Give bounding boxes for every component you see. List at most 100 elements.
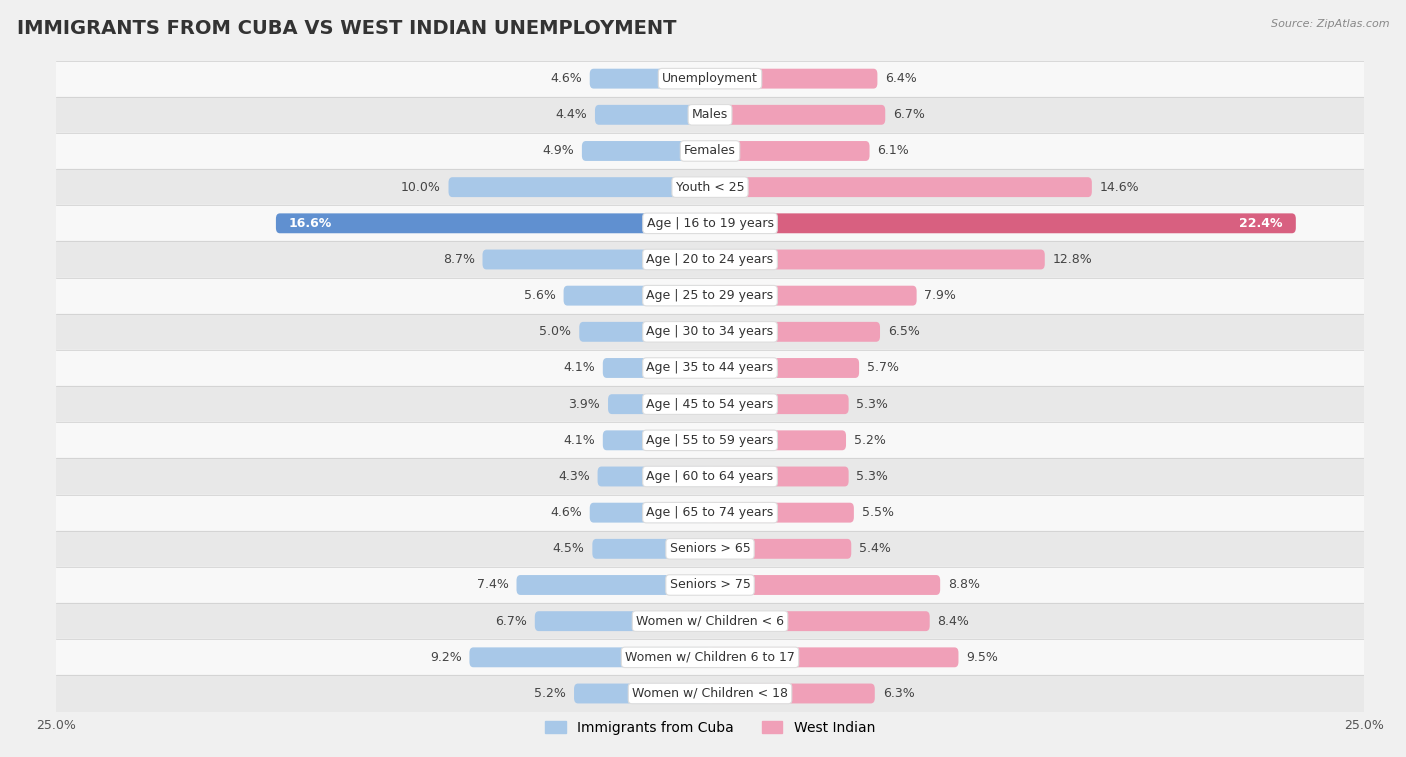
Text: 5.6%: 5.6% xyxy=(524,289,555,302)
Legend: Immigrants from Cuba, West Indian: Immigrants from Cuba, West Indian xyxy=(540,715,880,740)
FancyBboxPatch shape xyxy=(592,539,710,559)
FancyBboxPatch shape xyxy=(710,647,959,667)
FancyBboxPatch shape xyxy=(710,285,917,306)
Bar xyxy=(56,350,1364,386)
Bar xyxy=(56,278,1364,313)
Text: Females: Females xyxy=(685,145,735,157)
Bar xyxy=(56,422,1364,459)
FancyBboxPatch shape xyxy=(710,431,846,450)
FancyBboxPatch shape xyxy=(710,250,1045,269)
FancyBboxPatch shape xyxy=(710,322,880,341)
Bar xyxy=(56,639,1364,675)
Text: 4.4%: 4.4% xyxy=(555,108,588,121)
Bar xyxy=(56,97,1364,133)
Bar xyxy=(56,61,1364,97)
FancyBboxPatch shape xyxy=(603,358,710,378)
FancyBboxPatch shape xyxy=(534,611,710,631)
Text: 5.7%: 5.7% xyxy=(868,362,898,375)
Text: 12.8%: 12.8% xyxy=(1053,253,1092,266)
Text: 10.0%: 10.0% xyxy=(401,181,440,194)
FancyBboxPatch shape xyxy=(595,105,710,125)
Text: 6.7%: 6.7% xyxy=(893,108,925,121)
FancyBboxPatch shape xyxy=(710,358,859,378)
FancyBboxPatch shape xyxy=(710,575,941,595)
Text: Age | 20 to 24 years: Age | 20 to 24 years xyxy=(647,253,773,266)
Bar xyxy=(56,205,1364,241)
Bar xyxy=(56,169,1364,205)
FancyBboxPatch shape xyxy=(516,575,710,595)
Text: Age | 16 to 19 years: Age | 16 to 19 years xyxy=(647,217,773,230)
FancyBboxPatch shape xyxy=(589,503,710,522)
Text: Males: Males xyxy=(692,108,728,121)
Text: 16.6%: 16.6% xyxy=(290,217,332,230)
FancyBboxPatch shape xyxy=(449,177,710,197)
Text: Age | 65 to 74 years: Age | 65 to 74 years xyxy=(647,506,773,519)
Text: Youth < 25: Youth < 25 xyxy=(676,181,744,194)
Text: 4.1%: 4.1% xyxy=(564,362,595,375)
Bar xyxy=(56,459,1364,494)
FancyBboxPatch shape xyxy=(574,684,710,703)
Bar xyxy=(56,386,1364,422)
Text: 6.4%: 6.4% xyxy=(886,72,917,85)
FancyBboxPatch shape xyxy=(276,213,710,233)
Text: 6.1%: 6.1% xyxy=(877,145,910,157)
FancyBboxPatch shape xyxy=(710,141,869,161)
Text: Age | 55 to 59 years: Age | 55 to 59 years xyxy=(647,434,773,447)
Text: 7.9%: 7.9% xyxy=(925,289,956,302)
FancyBboxPatch shape xyxy=(589,69,710,89)
Text: 9.5%: 9.5% xyxy=(966,651,998,664)
FancyBboxPatch shape xyxy=(710,177,1092,197)
Text: 5.0%: 5.0% xyxy=(540,326,571,338)
Text: 5.4%: 5.4% xyxy=(859,542,891,556)
FancyBboxPatch shape xyxy=(710,503,853,522)
FancyBboxPatch shape xyxy=(598,466,710,487)
FancyBboxPatch shape xyxy=(710,69,877,89)
Text: 6.3%: 6.3% xyxy=(883,687,914,700)
Text: Seniors > 75: Seniors > 75 xyxy=(669,578,751,591)
Text: 4.6%: 4.6% xyxy=(550,506,582,519)
Text: Women w/ Children < 6: Women w/ Children < 6 xyxy=(636,615,785,628)
Text: IMMIGRANTS FROM CUBA VS WEST INDIAN UNEMPLOYMENT: IMMIGRANTS FROM CUBA VS WEST INDIAN UNEM… xyxy=(17,19,676,38)
Text: 6.7%: 6.7% xyxy=(495,615,527,628)
FancyBboxPatch shape xyxy=(470,647,710,667)
Text: 4.5%: 4.5% xyxy=(553,542,585,556)
Bar xyxy=(56,133,1364,169)
Text: 5.2%: 5.2% xyxy=(853,434,886,447)
Text: 5.3%: 5.3% xyxy=(856,397,889,410)
Text: Age | 35 to 44 years: Age | 35 to 44 years xyxy=(647,362,773,375)
FancyBboxPatch shape xyxy=(603,431,710,450)
FancyBboxPatch shape xyxy=(710,684,875,703)
Text: 6.5%: 6.5% xyxy=(887,326,920,338)
Text: 5.2%: 5.2% xyxy=(534,687,567,700)
FancyBboxPatch shape xyxy=(710,213,1296,233)
FancyBboxPatch shape xyxy=(607,394,710,414)
Text: 8.8%: 8.8% xyxy=(948,578,980,591)
Bar xyxy=(56,531,1364,567)
FancyBboxPatch shape xyxy=(564,285,710,306)
Text: 4.9%: 4.9% xyxy=(543,145,574,157)
Text: 22.4%: 22.4% xyxy=(1239,217,1282,230)
Text: 3.9%: 3.9% xyxy=(568,397,600,410)
Text: Women w/ Children < 18: Women w/ Children < 18 xyxy=(633,687,787,700)
Text: Age | 30 to 34 years: Age | 30 to 34 years xyxy=(647,326,773,338)
Text: 4.6%: 4.6% xyxy=(550,72,582,85)
Text: Seniors > 65: Seniors > 65 xyxy=(669,542,751,556)
Text: 9.2%: 9.2% xyxy=(430,651,461,664)
Bar xyxy=(56,313,1364,350)
Bar xyxy=(56,567,1364,603)
Text: 5.5%: 5.5% xyxy=(862,506,894,519)
FancyBboxPatch shape xyxy=(710,611,929,631)
Text: 4.3%: 4.3% xyxy=(558,470,589,483)
Bar xyxy=(56,675,1364,712)
FancyBboxPatch shape xyxy=(710,394,849,414)
Text: Age | 25 to 29 years: Age | 25 to 29 years xyxy=(647,289,773,302)
Text: Age | 45 to 54 years: Age | 45 to 54 years xyxy=(647,397,773,410)
FancyBboxPatch shape xyxy=(710,539,851,559)
Bar xyxy=(56,603,1364,639)
Text: Age | 60 to 64 years: Age | 60 to 64 years xyxy=(647,470,773,483)
Text: 5.3%: 5.3% xyxy=(856,470,889,483)
Bar xyxy=(56,241,1364,278)
FancyBboxPatch shape xyxy=(710,105,886,125)
Text: Source: ZipAtlas.com: Source: ZipAtlas.com xyxy=(1271,19,1389,29)
Bar xyxy=(56,494,1364,531)
